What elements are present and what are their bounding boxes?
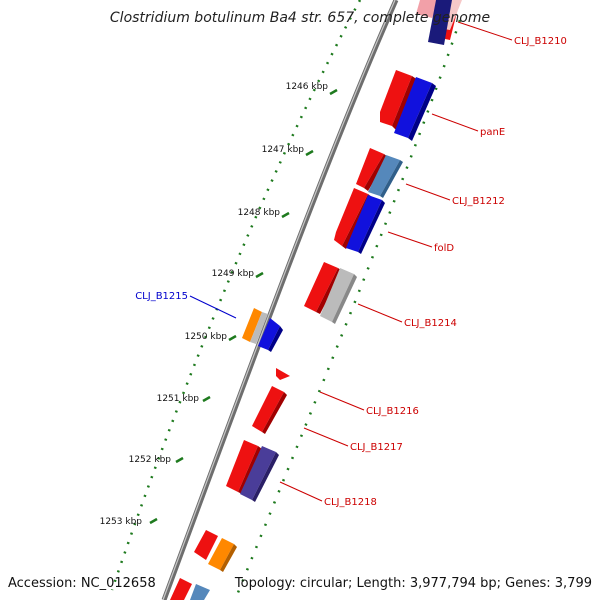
gene-clj-b1215[interactable] <box>242 308 283 352</box>
genome-backbone <box>161 0 399 600</box>
gene-small-marker[interactable] <box>276 368 290 380</box>
major-tick-marks <box>149 88 338 525</box>
gene-label-clj-b1214[interactable]: CLJ_B1214 <box>404 318 457 329</box>
gene-clj-b1214[interactable] <box>304 262 357 324</box>
gene-label-pane[interactable]: panE <box>480 127 505 138</box>
gene-labels: CLJ_B1210 panE CLJ_B1212 folD CLJ_B1214 … <box>135 36 567 508</box>
gene-label-clj-b1210[interactable]: CLJ_B1210 <box>514 36 567 47</box>
gene-fold[interactable] <box>334 188 385 254</box>
gene-clj-b1216[interactable] <box>252 386 287 434</box>
gene-lower-a[interactable] <box>194 530 237 572</box>
genome-title: Clostridium botulinum Ba4 str. 657, comp… <box>110 10 490 26</box>
gene-label-fold[interactable]: folD <box>434 243 454 254</box>
tick-label: 1249 kbp <box>212 269 255 279</box>
gene-label-clj-b1217[interactable]: CLJ_B1217 <box>350 442 403 453</box>
gene-clj-b1210[interactable] <box>416 0 462 45</box>
gene-label-clj-b1216[interactable]: CLJ_B1216 <box>366 406 419 417</box>
gene-label-clj-b1212[interactable]: CLJ_B1212 <box>452 196 505 207</box>
tick-label: 1250 kbp <box>185 332 228 342</box>
gene-lower-b[interactable] <box>170 578 210 600</box>
topology-label: Topology: circular; Length: 3,977,794 bp… <box>234 576 592 591</box>
tick-label: 1251 kbp <box>157 394 200 404</box>
tick-label: 1252 kbp <box>129 455 172 465</box>
gene-clj-b1212[interactable] <box>356 148 403 198</box>
gene-label-clj-b1218[interactable]: CLJ_B1218 <box>324 497 377 508</box>
gene-clj-b1218[interactable] <box>226 440 279 502</box>
label-connectors <box>189 21 513 502</box>
accession-label: Accession: NC_012658 <box>8 576 156 591</box>
gene-label-clj-b1215[interactable]: CLJ_B1215 <box>135 291 188 302</box>
gene-pane[interactable] <box>380 70 436 141</box>
gene-features <box>170 0 462 600</box>
tick-labels: 1246 kbp 1247 kbp 1248 kbp 1249 kbp 1250… <box>100 82 329 527</box>
tick-label: 1248 kbp <box>238 208 281 218</box>
tick-label: 1246 kbp <box>286 82 329 92</box>
tick-label: 1253 kbp <box>100 517 143 527</box>
tick-label: 1247 kbp <box>262 145 305 155</box>
